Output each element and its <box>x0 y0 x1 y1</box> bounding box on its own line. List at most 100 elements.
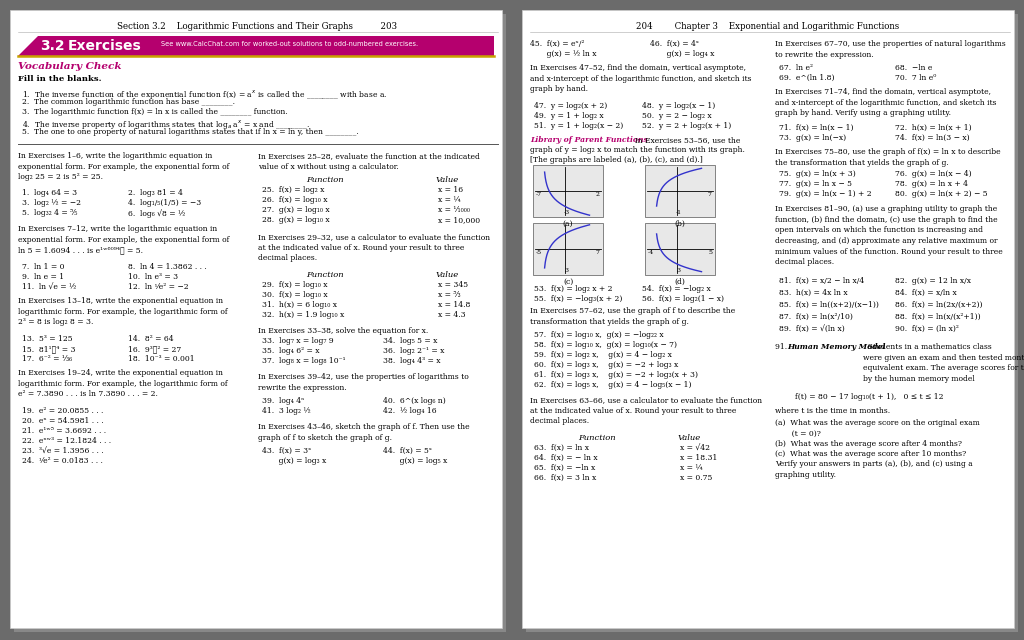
Text: 18.  10⁻³ = 0.001: 18. 10⁻³ = 0.001 <box>128 355 195 363</box>
Text: (c): (c) <box>563 278 573 286</box>
Text: In Exercises 13–18, write the exponential equation in
logarithmic form. For exam: In Exercises 13–18, write the exponentia… <box>18 297 227 326</box>
Text: 65.  f(x) = −ln x: 65. f(x) = −ln x <box>534 464 595 472</box>
FancyBboxPatch shape <box>645 223 715 275</box>
Text: 1.  log₄ 64 = 3: 1. log₄ 64 = 3 <box>22 189 77 197</box>
Text: In Exercises 19–24, write the exponential equation in
logarithmic form. For exam: In Exercises 19–24, write the exponentia… <box>18 369 227 398</box>
Text: x = 4.3: x = 4.3 <box>438 311 466 319</box>
Text: 69.  e^(ln 1.8): 69. e^(ln 1.8) <box>779 74 835 82</box>
Text: 10.  ln e³ = 3: 10. ln e³ = 3 <box>128 273 178 281</box>
Text: 29.  f(x) = log₁₀ x: 29. f(x) = log₁₀ x <box>262 281 328 289</box>
Text: 81.  f(x) = x/2 − ln x/4: 81. f(x) = x/2 − ln x/4 <box>779 277 864 285</box>
Text: 28.  g(x) = log₁₀ x: 28. g(x) = log₁₀ x <box>262 216 330 224</box>
Text: 27.  g(x) = log₁₀ x: 27. g(x) = log₁₀ x <box>262 206 330 214</box>
Text: 46.  f(x) = 4ˣ: 46. f(x) = 4ˣ <box>650 40 699 48</box>
Text: 7: 7 <box>596 250 600 255</box>
Text: 3.2: 3.2 <box>40 39 65 53</box>
Text: 3.  log₂ ½ = −2: 3. log₂ ½ = −2 <box>22 199 81 207</box>
Text: 91.: 91. <box>775 343 792 351</box>
Text: x = ¼: x = ¼ <box>680 464 702 472</box>
Text: 58.  f(x) = log₁₀ x,  g(x) = log₁₀(x − 7): 58. f(x) = log₁₀ x, g(x) = log₁₀(x − 7) <box>534 341 677 349</box>
Text: -5: -5 <box>536 250 542 255</box>
Text: In Exercises 43–46, sketch the graph of f. Then use the
graph of f to sketch the: In Exercises 43–46, sketch the graph of … <box>258 423 470 442</box>
Text: In Exercises 57–62, use the graph of f to describe the
transformation that yield: In Exercises 57–62, use the graph of f t… <box>530 307 735 326</box>
Text: See www.CalcChat.com for worked-out solutions to odd-numbered exercises.: See www.CalcChat.com for worked-out solu… <box>162 41 419 47</box>
Text: 16.  9³ᐚ² = 27: 16. 9³ᐚ² = 27 <box>128 345 181 353</box>
Text: x = ⁵⁄₃: x = ⁵⁄₃ <box>438 291 461 299</box>
Text: 33.  log₇ x = log₇ 9: 33. log₇ x = log₇ 9 <box>262 337 334 345</box>
Text: 7.  ln 1 = 0: 7. ln 1 = 0 <box>22 263 65 271</box>
Text: Function: Function <box>306 176 344 184</box>
Text: In Exercises 33–38, solve the equation for x.: In Exercises 33–38, solve the equation f… <box>258 327 428 335</box>
Text: 5.  The one to one property of natural logarithms states that if ln x = ln y, th: 5. The one to one property of natural lo… <box>22 128 358 136</box>
Text: 72.  h(x) = ln(x + 1): 72. h(x) = ln(x + 1) <box>895 124 972 132</box>
Text: In Exercises 71–74, find the domain, vertical asymptote,
and x-intercept of the : In Exercises 71–74, find the domain, ver… <box>775 88 996 117</box>
Text: 76.  g(x) = ln(x − 4): 76. g(x) = ln(x − 4) <box>895 170 972 178</box>
Text: 78.  g(x) = ln x + 4: 78. g(x) = ln x + 4 <box>895 180 968 188</box>
Text: graph of y = log₂ x to match the function with its graph.: graph of y = log₂ x to match the functio… <box>530 146 744 154</box>
Text: 52.  y = 2 + log₂(x + 1): 52. y = 2 + log₂(x + 1) <box>642 122 731 130</box>
FancyBboxPatch shape <box>18 36 494 56</box>
Text: 74.  f(x) = ln(3 − x): 74. f(x) = ln(3 − x) <box>895 134 970 142</box>
Text: 2.  log₃ 81 = 4: 2. log₃ 81 = 4 <box>128 189 183 197</box>
Text: 57.  f(x) = log₁₀ x,  g(x) = −log₂₂ x: 57. f(x) = log₁₀ x, g(x) = −log₂₂ x <box>534 331 664 339</box>
Text: x = 0.75: x = 0.75 <box>680 474 713 482</box>
Text: In Exercises 53–56, use the: In Exercises 53–56, use the <box>630 136 740 144</box>
Text: g(x) = log₅ x: g(x) = log₅ x <box>383 457 447 465</box>
Text: 11.  ln √e = ½: 11. ln √e = ½ <box>22 283 77 291</box>
Text: (a)  What was the average score on the original exam
       (t = 0)?: (a) What was the average score on the or… <box>775 419 980 438</box>
Text: x = 10,000: x = 10,000 <box>438 216 480 224</box>
Text: 25.  f(x) = log₂ x: 25. f(x) = log₂ x <box>262 186 325 194</box>
Text: Value: Value <box>436 271 459 279</box>
Text: 40.  6^(x log₆ n): 40. 6^(x log₆ n) <box>383 397 445 405</box>
Text: (b)  What was the average score after 4 months?: (b) What was the average score after 4 m… <box>775 440 962 448</box>
Text: 75.  g(x) = ln(x + 3): 75. g(x) = ln(x + 3) <box>779 170 856 178</box>
Text: Exercises: Exercises <box>68 39 141 53</box>
Text: 48.  y = log₂(x − 1): 48. y = log₂(x − 1) <box>642 102 715 110</box>
Text: 6.  log₆ √8 = ½: 6. log₆ √8 = ½ <box>128 209 185 218</box>
Text: g(x) = ½ ln x: g(x) = ½ ln x <box>530 50 597 58</box>
Text: Verify your answers in parts (a), (b), and (c) using a
graphing utility.: Verify your answers in parts (a), (b), a… <box>775 460 973 479</box>
Text: 42.  ½ log₄ 16: 42. ½ log₄ 16 <box>383 407 436 415</box>
Text: 9.  ln e = 1: 9. ln e = 1 <box>22 273 65 281</box>
Text: 83.  h(x) = 4x ln x: 83. h(x) = 4x ln x <box>779 289 848 297</box>
Text: 62.  f(x) = log₅ x,    g(x) = 4 − log₅(x − 1): 62. f(x) = log₅ x, g(x) = 4 − log₅(x − 1… <box>534 381 691 389</box>
Text: 4.  log₁/₅(1/5) = −3: 4. log₁/₅(1/5) = −3 <box>128 199 202 207</box>
Text: 82.  g(x) = 12 ln x/x: 82. g(x) = 12 ln x/x <box>895 277 971 285</box>
Text: (a): (a) <box>563 220 573 228</box>
Text: 23.  ³√e = 1.3956 . . .: 23. ³√e = 1.3956 . . . <box>22 447 103 455</box>
Text: f(t) = 80 − 17 log₁₀(t + 1),   0 ≤ t ≤ 12: f(t) = 80 − 17 log₁₀(t + 1), 0 ≤ t ≤ 12 <box>795 393 943 401</box>
Text: 59.  f(x) = log₂ x,    g(x) = 4 − log₂ x: 59. f(x) = log₂ x, g(x) = 4 − log₂ x <box>534 351 672 359</box>
Text: 86.  f(x) = ln(2x/(x+2)): 86. f(x) = ln(2x/(x+2)) <box>895 301 982 309</box>
Text: 71.  f(x) = ln(x − 1): 71. f(x) = ln(x − 1) <box>779 124 853 132</box>
Text: 14.  8² = 64: 14. 8² = 64 <box>128 335 174 343</box>
Text: 55.  f(x) = −log₃(x + 2): 55. f(x) = −log₃(x + 2) <box>534 295 623 303</box>
Text: 8.  ln 4 = 1.3862 . . .: 8. ln 4 = 1.3862 . . . <box>128 263 207 271</box>
Text: 3: 3 <box>677 268 681 273</box>
Text: 61.  f(x) = log₃ x,    g(x) = −2 + log₃(x + 3): 61. f(x) = log₃ x, g(x) = −2 + log₃(x + … <box>534 371 698 379</box>
Text: where t is the time in months.: where t is the time in months. <box>775 407 890 415</box>
Text: 2: 2 <box>596 192 600 197</box>
Text: 50.  y = 2 − log₂ x: 50. y = 2 − log₂ x <box>642 112 712 120</box>
Text: 89.  f(x) = √(ln x): 89. f(x) = √(ln x) <box>779 325 845 333</box>
Text: x = 16: x = 16 <box>438 186 463 194</box>
Text: 90.  f(x) = (ln x)²: 90. f(x) = (ln x)² <box>895 325 958 333</box>
Text: 66.  f(x) = 3 ln x: 66. f(x) = 3 ln x <box>534 474 596 482</box>
Text: 13.  5³ = 125: 13. 5³ = 125 <box>22 335 73 343</box>
Text: 31.  h(x) = 6 log₁₀ x: 31. h(x) = 6 log₁₀ x <box>262 301 337 309</box>
Text: 2.  The common logarithmic function has base ________.: 2. The common logarithmic function has b… <box>22 98 234 106</box>
Text: (b): (b) <box>675 220 685 228</box>
Text: 51.  y = 1 + log₂(x − 2): 51. y = 1 + log₂(x − 2) <box>534 122 624 130</box>
Text: 54.  f(x) = −log₂ x: 54. f(x) = −log₂ x <box>642 285 711 293</box>
Text: Human Memory Model: Human Memory Model <box>787 343 886 351</box>
Text: g(x) = log₃ x: g(x) = log₃ x <box>262 457 327 465</box>
Text: -4: -4 <box>648 250 654 255</box>
Text: 3: 3 <box>564 268 568 273</box>
Text: Vocabulary Check: Vocabulary Check <box>18 62 122 71</box>
Text: In Exercises 63–66, use a calculator to evaluate the function
at the indicated v: In Exercises 63–66, use a calculator to … <box>530 396 762 426</box>
Text: 77.  g(x) = ln x − 5: 77. g(x) = ln x − 5 <box>779 180 852 188</box>
Text: 35.  log₄ 6² = x: 35. log₄ 6² = x <box>262 347 319 355</box>
Text: (d): (d) <box>675 278 685 286</box>
Text: In Exercises 67–70, use the properties of natural logarithms
to rewrite the expr: In Exercises 67–70, use the properties o… <box>775 40 1006 59</box>
Text: 85.  f(x) = ln⁡((x+2)/(x−1)): 85. f(x) = ln⁡((x+2)/(x−1)) <box>779 301 879 309</box>
Text: 36.  log₂ 2⁻¹ = x: 36. log₂ 2⁻¹ = x <box>383 347 444 355</box>
